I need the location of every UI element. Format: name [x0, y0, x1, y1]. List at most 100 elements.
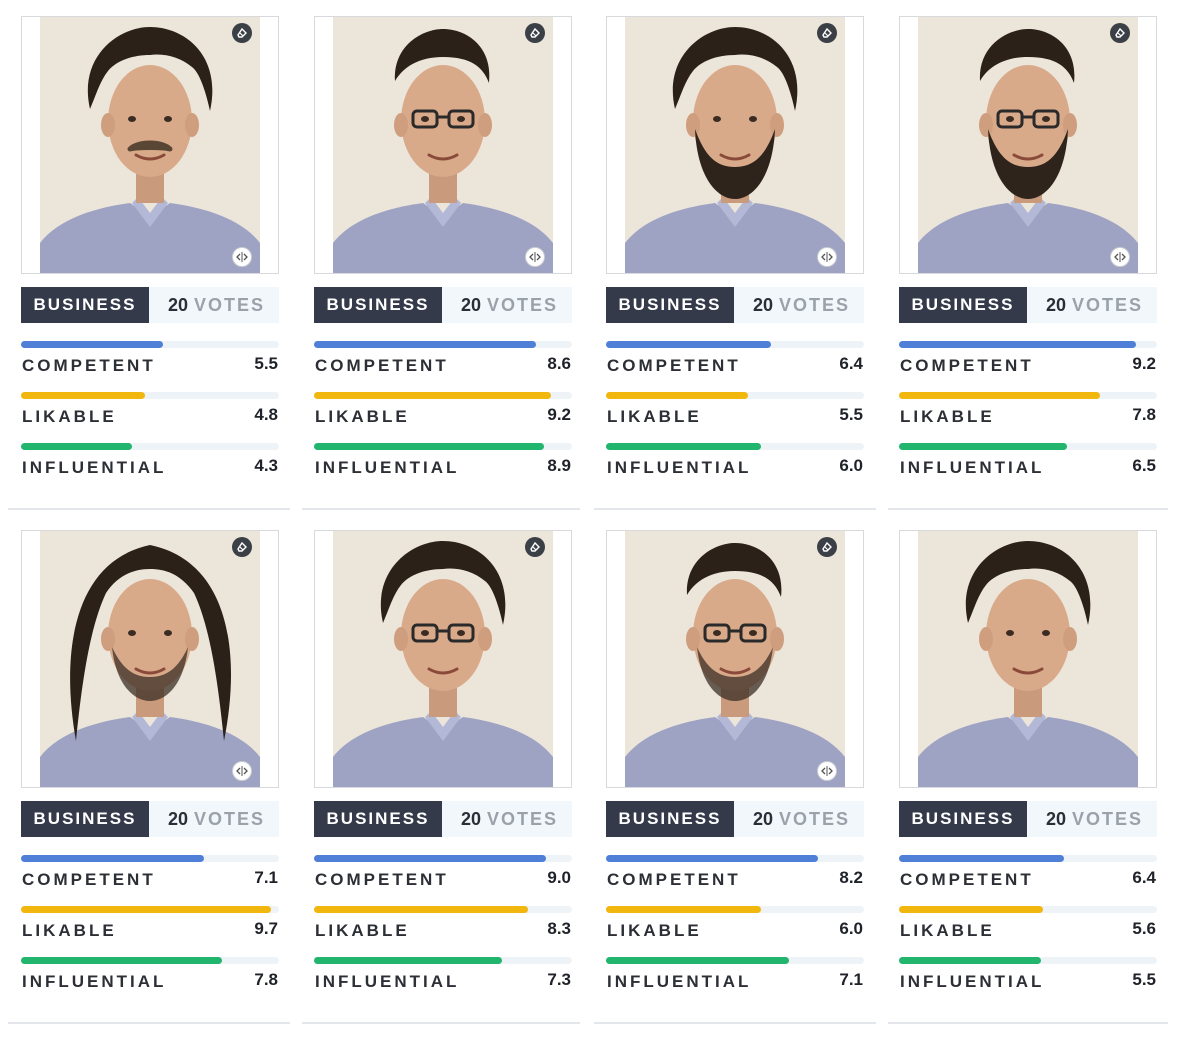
metric-value: 7.3 — [547, 970, 571, 989]
metric-bar — [314, 443, 544, 450]
category-row: BUSINESS 20 VOTES — [314, 287, 572, 323]
metric-competent: COMPETENT 9.2 — [899, 341, 1157, 381]
category-badge[interactable]: BUSINESS — [606, 287, 734, 323]
vote-number: 20 — [168, 808, 189, 829]
portrait-frame[interactable] — [21, 530, 279, 788]
portrait-image — [625, 531, 845, 787]
metric-label: LIKABLE — [607, 921, 702, 940]
portrait-frame[interactable] — [314, 530, 572, 788]
portrait-image — [625, 17, 845, 273]
portrait-frame[interactable] — [606, 16, 864, 274]
metric-track — [899, 392, 1157, 399]
metric-value: 5.5 — [254, 354, 278, 373]
eraser-icon[interactable] — [232, 23, 252, 43]
eraser-icon[interactable] — [525, 537, 545, 557]
metric-likable: LIKABLE 9.7 — [21, 906, 279, 946]
vote-number: 20 — [753, 808, 774, 829]
category-row: BUSINESS 20 VOTES — [314, 801, 572, 837]
metric-track — [314, 443, 572, 450]
metric-track — [606, 341, 864, 348]
eraser-icon[interactable] — [232, 537, 252, 557]
portrait-frame[interactable] — [899, 16, 1157, 274]
result-card: BUSINESS 20 VOTES COMPETENT 5.5 LIKABLE … — [21, 16, 279, 496]
category-badge[interactable]: BUSINESS — [314, 287, 442, 323]
vote-label: VOTES — [779, 294, 851, 315]
metric-bar — [899, 906, 1044, 913]
category-badge[interactable]: BUSINESS — [606, 801, 734, 837]
portrait-frame[interactable] — [21, 16, 279, 274]
metric-label: COMPETENT — [315, 356, 449, 375]
category-badge[interactable]: BUSINESS — [21, 801, 149, 837]
eraser-icon[interactable] — [817, 23, 837, 43]
metric-value: 6.0 — [839, 456, 863, 475]
portrait-frame[interactable] — [606, 530, 864, 788]
metric-value: 9.2 — [547, 405, 571, 424]
vote-label: VOTES — [779, 808, 851, 829]
compare-icon[interactable] — [232, 247, 252, 267]
category-badge[interactable]: BUSINESS — [899, 801, 1027, 837]
vote-label: VOTES — [487, 294, 559, 315]
metric-bar — [21, 392, 145, 399]
metric-value: 6.0 — [839, 919, 863, 938]
category-badge[interactable]: BUSINESS — [899, 287, 1027, 323]
metric-track — [314, 855, 572, 862]
metric-value: 6.4 — [1132, 868, 1156, 887]
metric-value: 7.1 — [839, 970, 863, 989]
vote-label: VOTES — [487, 808, 559, 829]
metric-track — [899, 341, 1157, 348]
compare-icon[interactable] — [525, 247, 545, 267]
metric-label: INFLUENTIAL — [900, 458, 1045, 477]
metric-track — [21, 855, 279, 862]
eraser-icon[interactable] — [817, 537, 837, 557]
metric-influential: INFLUENTIAL 8.9 — [314, 443, 572, 483]
metric-track — [314, 957, 572, 964]
compare-icon[interactable] — [1110, 247, 1130, 267]
category-row: BUSINESS 20 VOTES — [21, 801, 279, 837]
metric-label: INFLUENTIAL — [315, 972, 460, 991]
compare-icon[interactable] — [817, 761, 837, 781]
metric-likable: LIKABLE 8.3 — [314, 906, 572, 946]
metric-label: LIKABLE — [22, 921, 117, 940]
metric-track — [21, 906, 279, 913]
metric-track — [21, 341, 279, 348]
eraser-icon[interactable] — [525, 23, 545, 43]
row-divider — [888, 508, 1168, 510]
metric-bar — [21, 443, 132, 450]
metric-track — [899, 443, 1157, 450]
metric-influential: INFLUENTIAL 7.8 — [21, 957, 279, 997]
metric-likable: LIKABLE 7.8 — [899, 392, 1157, 432]
metric-bar — [606, 906, 761, 913]
portrait-frame[interactable] — [899, 530, 1157, 788]
vote-count: 20 VOTES — [461, 287, 558, 323]
metric-competent: COMPETENT 7.1 — [21, 855, 279, 895]
row-divider — [302, 508, 580, 510]
metric-likable: LIKABLE 9.2 — [314, 392, 572, 432]
metric-label: INFLUENTIAL — [607, 458, 752, 477]
row-divider — [8, 508, 290, 510]
metric-label: INFLUENTIAL — [315, 458, 460, 477]
metric-track — [606, 392, 864, 399]
category-badge[interactable]: BUSINESS — [314, 801, 442, 837]
category-badge[interactable]: BUSINESS — [21, 287, 149, 323]
result-card: BUSINESS 20 VOTES COMPETENT 9.2 LIKABLE … — [899, 16, 1157, 496]
portrait-frame[interactable] — [314, 16, 572, 274]
vote-count: 20 VOTES — [753, 287, 850, 323]
vote-label: VOTES — [1072, 294, 1144, 315]
result-card: BUSINESS 20 VOTES COMPETENT 7.1 LIKABLE … — [21, 530, 279, 1010]
metric-influential: INFLUENTIAL 7.1 — [606, 957, 864, 997]
vote-label: VOTES — [194, 294, 266, 315]
metric-bar — [21, 341, 163, 348]
compare-icon[interactable] — [232, 761, 252, 781]
metric-label: LIKABLE — [900, 921, 995, 940]
metric-bar — [21, 957, 223, 964]
compare-icon[interactable] — [817, 247, 837, 267]
metric-track — [314, 906, 572, 913]
metric-track — [899, 957, 1157, 964]
metric-value: 8.3 — [547, 919, 571, 938]
row-divider — [888, 1022, 1168, 1024]
metric-value: 9.2 — [1132, 354, 1156, 373]
metric-competent: COMPETENT 8.6 — [314, 341, 572, 381]
vote-count: 20 VOTES — [1046, 287, 1143, 323]
eraser-icon[interactable] — [1110, 23, 1130, 43]
metric-track — [899, 855, 1157, 862]
